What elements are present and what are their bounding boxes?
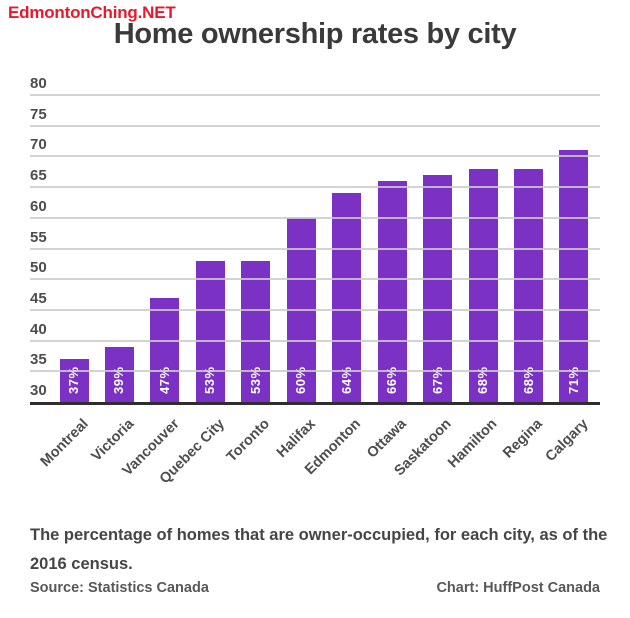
bar-hamilton: 68% xyxy=(468,168,498,402)
chart-title: Home ownership rates by city xyxy=(113,18,517,50)
y-tick-40: 40 xyxy=(30,320,47,338)
gridline-55 xyxy=(30,247,600,250)
gridline-40 xyxy=(30,339,600,342)
gridline-35 xyxy=(30,370,600,373)
bar-toronto: 53% xyxy=(241,260,271,402)
y-tick-65: 65 xyxy=(30,167,47,185)
gridline-80 xyxy=(30,94,600,96)
y-tick-45: 45 xyxy=(30,289,47,307)
source-credit: Source: Statistics Canada xyxy=(30,580,209,596)
chart-credit: Chart: HuffPost Canada xyxy=(436,580,600,596)
bar-calgary: 71% xyxy=(559,150,589,402)
x-tick-ottawa: Ottawa xyxy=(363,416,410,462)
y-tick-70: 70 xyxy=(30,136,47,154)
gridline-50 xyxy=(30,278,600,281)
gridline-65 xyxy=(30,186,600,189)
gridline-70 xyxy=(30,155,600,158)
gridline-75 xyxy=(30,124,600,127)
y-tick-80: 80 xyxy=(30,75,47,92)
y-tick-50: 50 xyxy=(30,259,47,277)
bar-saskatoon: 67% xyxy=(423,174,453,402)
y-tick-35: 35 xyxy=(30,351,47,369)
x-tick-calgary: Calgary xyxy=(542,416,592,465)
x-tick-montreal: Montreal xyxy=(37,416,92,471)
bar-edmonton: 64% xyxy=(332,193,362,402)
plot-area: 37% 39% 47% 53% 53% 60% 64% 66% 67% 68% 68% 71% 30 35… xyxy=(30,75,600,405)
bar-regina: 68% xyxy=(514,168,543,402)
bar-vancouver: 47% xyxy=(150,297,180,402)
x-tick-toronto: Toronto xyxy=(223,416,274,466)
x-axis-labels: Montreal Victoria Vancouver Quebec City Toro… xyxy=(30,408,600,520)
bar-quebec-city: 53% xyxy=(195,260,225,402)
y-tick-55: 55 xyxy=(30,228,47,246)
y-tick-60: 60 xyxy=(30,197,47,215)
watermark-text: EdmontonChing.NET xyxy=(8,3,176,22)
gridline-60 xyxy=(30,216,600,219)
bar-victoria: 39% xyxy=(104,346,134,402)
bar-ottawa: 66% xyxy=(377,180,407,402)
x-axis-line xyxy=(30,402,600,405)
gridline-45 xyxy=(30,308,600,311)
credits-row: Source: Statistics Canada Chart: HuffPos… xyxy=(30,580,600,596)
x-tick-halifax: Halifax xyxy=(273,416,319,461)
y-tick-75: 75 xyxy=(30,105,47,123)
x-tick-hamilton: Hamilton xyxy=(445,416,501,472)
x-tick-regina: Regina xyxy=(500,416,546,462)
chart-description: The percentage of homes that are owner-o… xyxy=(30,526,608,573)
y-tick-30: 30 xyxy=(30,382,47,399)
bar-montreal: 37% xyxy=(59,359,89,402)
